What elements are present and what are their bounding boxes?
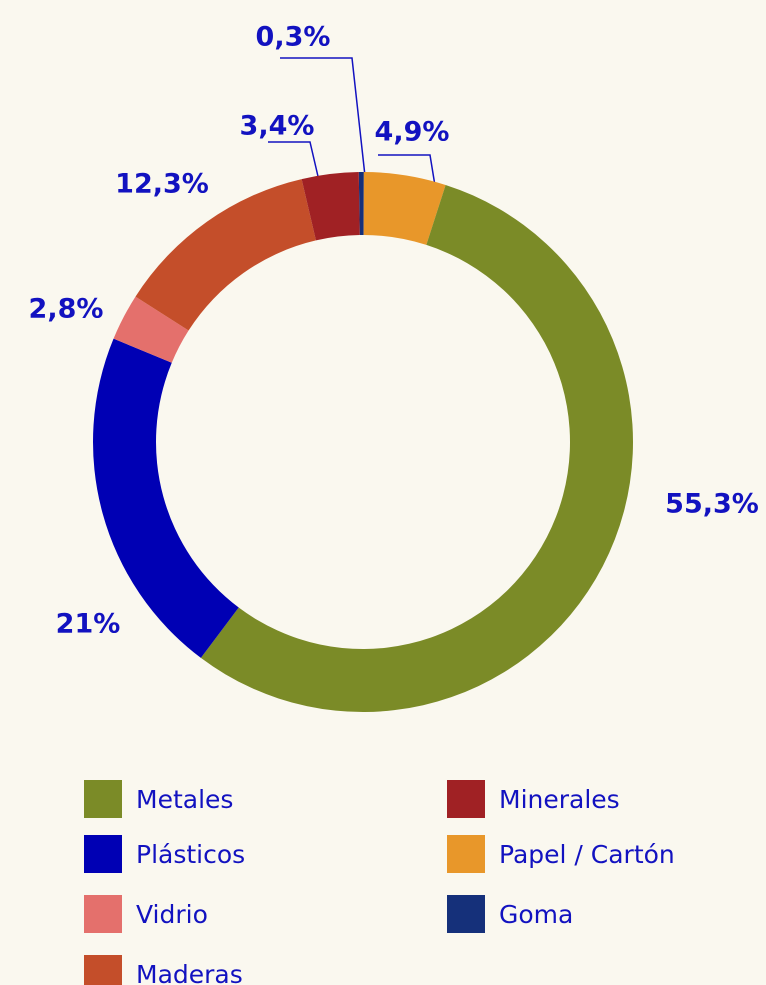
data-label: 4,9% <box>375 117 450 148</box>
legend-swatch <box>447 835 485 873</box>
donut-segment <box>358 172 364 236</box>
data-label: 3,4% <box>240 111 315 142</box>
legend-label: Vidrio <box>136 900 208 929</box>
legend-label: Maderas <box>136 960 243 985</box>
donut-segment <box>113 296 189 363</box>
legend-swatch <box>84 955 122 985</box>
legend-swatch <box>84 895 122 933</box>
donut-segment <box>301 172 360 241</box>
leader-line <box>280 57 366 177</box>
legend-label: Metales <box>136 785 233 814</box>
donut-segment <box>135 179 316 331</box>
data-label: 2,8% <box>29 294 104 325</box>
donut-segment <box>92 338 239 658</box>
legend-swatch <box>84 780 122 818</box>
legend-label: Plásticos <box>136 840 245 869</box>
legend-swatch <box>84 835 122 873</box>
leader-line <box>268 141 321 186</box>
donut-segment <box>200 184 634 713</box>
legend-label: Papel / Cartón <box>499 840 675 869</box>
legend-label: Minerales <box>499 785 620 814</box>
legend-label: Goma <box>499 900 573 929</box>
donut-segment <box>363 172 446 245</box>
data-label: 0,3% <box>256 22 331 53</box>
data-label: 55,3% <box>665 489 759 520</box>
data-label: 21% <box>56 609 121 640</box>
data-label: 12,3% <box>115 169 209 200</box>
legend-swatch <box>447 895 485 933</box>
legend-swatch <box>447 780 485 818</box>
